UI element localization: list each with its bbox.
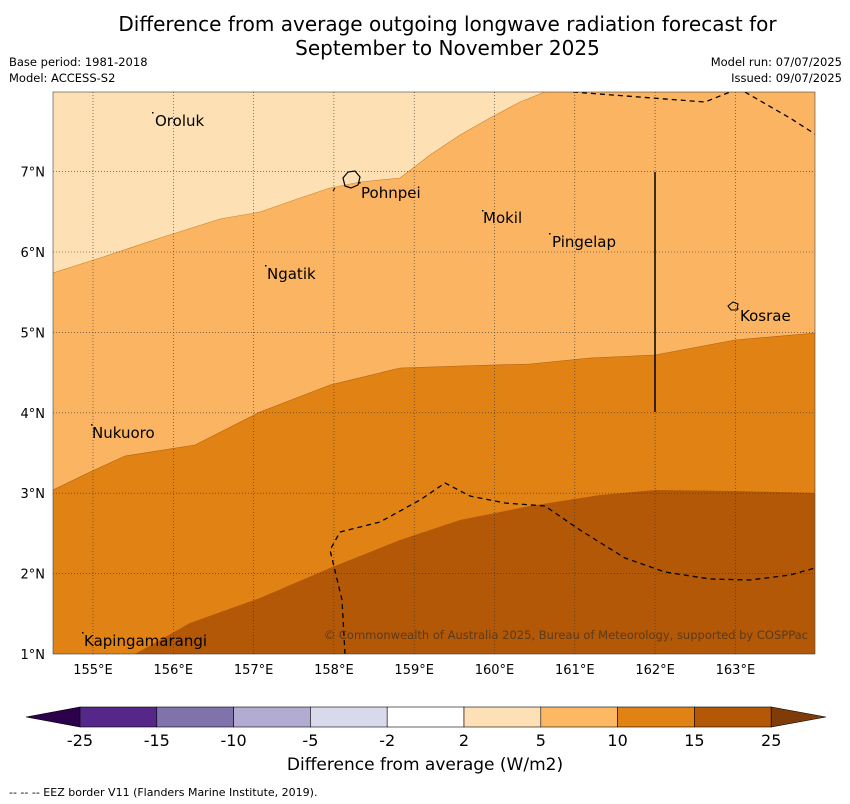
longitude-labels: 155°E 156°E 157°E 158°E 159°E 160°E 161°E 162°E… (73, 663, 755, 678)
issued-date: Issued: 09/07/2025 (731, 71, 842, 85)
band-15-to-25 (135, 490, 815, 654)
title-line-2: September to November 2025 (295, 36, 600, 60)
base-period: Base period: 1981-2018 (9, 55, 148, 69)
colorbar-high-extension (770, 706, 827, 728)
place-label-mokil: Mokil (483, 209, 522, 227)
place-marker (549, 233, 551, 235)
colorbar-tick-label: -10 (221, 731, 247, 750)
latitude-tick-label: 5°N (21, 326, 46, 341)
longitude-tick-label: 155°E (73, 663, 113, 678)
longitude-tick-label: 159°E (394, 663, 434, 678)
colorbar-tick-label: -5 (302, 731, 318, 750)
place-label-kosrae: Kosrae (740, 307, 791, 325)
latitude-tick-label: 2°N (21, 568, 46, 583)
footer-note: -- -- -- EEZ border V11 (Flanders Marine… (9, 786, 318, 799)
place-label-oroluk: Oroluk (155, 112, 204, 130)
colorbar-segment (79, 706, 158, 728)
eez-borders (329, 92, 815, 654)
latitude-tick-label: 3°N (21, 487, 46, 502)
colorbar (25, 706, 827, 728)
colorbar-label: Difference from average (W/m2) (286, 755, 564, 775)
place-label-pohnpei: Pohnpei (361, 184, 421, 202)
title-line-1: Difference from average outgoing longwav… (118, 12, 777, 36)
latitude-tick-label: 6°N (21, 246, 46, 261)
place-marker (737, 308, 739, 310)
colorbar-tick-label: -25 (67, 731, 93, 750)
latitude-tick-label: 1°N (21, 648, 46, 663)
longitude-tick-label: 156°E (154, 663, 194, 678)
colorbar-segment (310, 706, 388, 728)
longitude-tick-label: 162°E (635, 663, 675, 678)
place-marker (265, 265, 267, 267)
latitude-tick-label: 7°N (21, 166, 46, 181)
colorbar-low-extension (25, 706, 81, 728)
colorbar-tick-label: -2 (379, 731, 395, 750)
map-area: Oroluk Pohnpei Mokil Pingelap Ngatik Kosrae Nu… (53, 92, 815, 654)
graticule (53, 92, 815, 654)
place-markers (82, 112, 739, 634)
colorbar-segment (617, 706, 695, 728)
colorbar-ticks: -25 -15 -10 -5 -2 2 5 10 15 25 (67, 731, 781, 750)
place-marker (91, 424, 93, 426)
colorbar-segment (156, 706, 234, 728)
longitude-tick-label: 160°E (475, 663, 515, 678)
colorbar-tick-label: 15 (684, 731, 704, 750)
colorbar-tick-label: 5 (536, 731, 546, 750)
colorbar-tick-label: 2 (459, 731, 469, 750)
model-name: Model: ACCESS-S2 (9, 71, 116, 85)
place-marker (482, 210, 484, 212)
colorbar-tick-label: 25 (761, 731, 781, 750)
longitude-tick-label: 161°E (555, 663, 595, 678)
longitude-tick-label: 158°E (314, 663, 354, 678)
place-label-kapingamarangi: Kapingamarangi (84, 632, 207, 650)
place-labels: Oroluk Pohnpei Mokil Pingelap Ngatik Kosrae Nu… (84, 112, 791, 650)
map-frame (52, 91, 816, 655)
colorbar-segment (463, 706, 542, 728)
colorbar-segment (386, 706, 465, 728)
longitude-tick-label: 157°E (234, 663, 274, 678)
place-label-pingelap: Pingelap (552, 233, 616, 251)
place-marker (152, 112, 154, 114)
pohnpei-islet (332, 187, 336, 192)
place-marker (82, 632, 84, 634)
colorbar-segment (233, 706, 311, 728)
copyright-notice: © Commonwealth of Australia 2025, Bureau… (324, 628, 808, 642)
colorbar-tick-label: -15 (144, 731, 170, 750)
model-run: Model run: 07/07/2025 (710, 55, 842, 69)
right-meta: Model run: 07/07/2025 Issued: 09/07/2025 (711, 54, 842, 86)
left-meta: Base period: 1981-2018 Model: ACCESS-S2 (9, 54, 148, 86)
place-label-ngatik: Ngatik (267, 265, 316, 283)
colorbar-segment (540, 706, 618, 728)
kosrae-island-shape (727, 301, 739, 311)
longitude-tick-label: 163°E (716, 663, 756, 678)
map-title: Difference from average outgoing longwav… (0, 12, 850, 60)
pohnpei-island-shape (342, 170, 361, 189)
colorbar-tick-label: 10 (607, 731, 627, 750)
latitude-labels: 1°N 2°N 3°N 4°N 5°N 6°N 7°N (21, 166, 46, 663)
latitude-tick-label: 4°N (21, 407, 46, 422)
place-label-nukuoro: Nukuoro (92, 424, 155, 442)
place-marker (359, 182, 361, 184)
colorbar-segment (694, 706, 772, 728)
